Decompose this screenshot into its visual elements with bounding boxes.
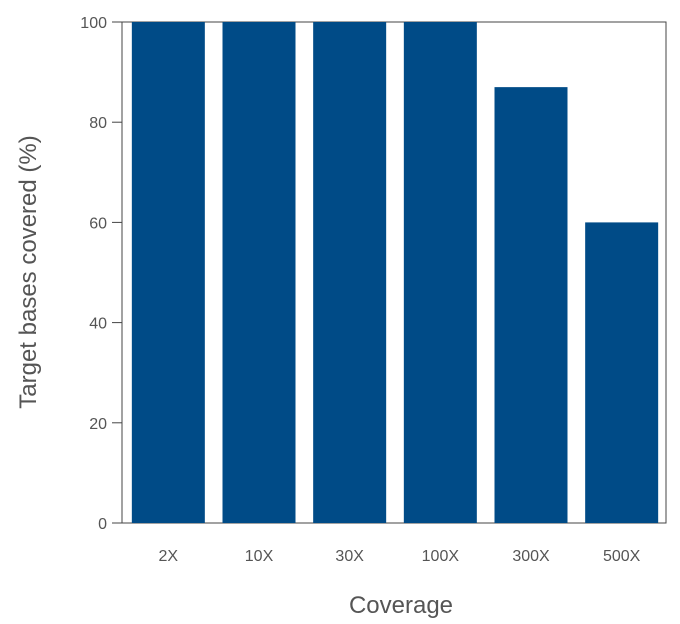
x-tick-label: 500X — [603, 548, 641, 565]
y-tick-label: 40 — [89, 316, 107, 333]
plot-frame — [121, 21, 667, 524]
x-axis-title: Coverage — [349, 592, 453, 619]
bar-100x — [403, 22, 477, 523]
bar-500x — [585, 222, 659, 523]
bar-300x — [494, 87, 568, 523]
x-tick-label: 10X — [245, 548, 274, 565]
x-axis: 2X 10X 30X 100X 300X 500X — [159, 548, 641, 565]
y-axis-title: Target bases covered (%) — [15, 135, 42, 408]
y-axis: 0 20 40 60 80 100 — [80, 15, 122, 533]
y-tick-label: 60 — [89, 215, 107, 232]
bar-10x — [222, 22, 296, 523]
y-tick-label: 20 — [89, 416, 107, 433]
y-tick-label: 0 — [98, 516, 107, 533]
y-tick-label: 100 — [80, 15, 107, 32]
y-tick-label: 80 — [89, 115, 107, 132]
plot-area — [121, 21, 667, 524]
x-tick-label: 30X — [335, 548, 364, 565]
x-tick-label: 300X — [512, 548, 550, 565]
bar-2x — [131, 22, 205, 523]
bars-group — [131, 22, 659, 523]
bar-30x — [313, 22, 387, 523]
x-tick-label: 100X — [422, 548, 460, 565]
x-tick-label: 2X — [159, 548, 179, 565]
